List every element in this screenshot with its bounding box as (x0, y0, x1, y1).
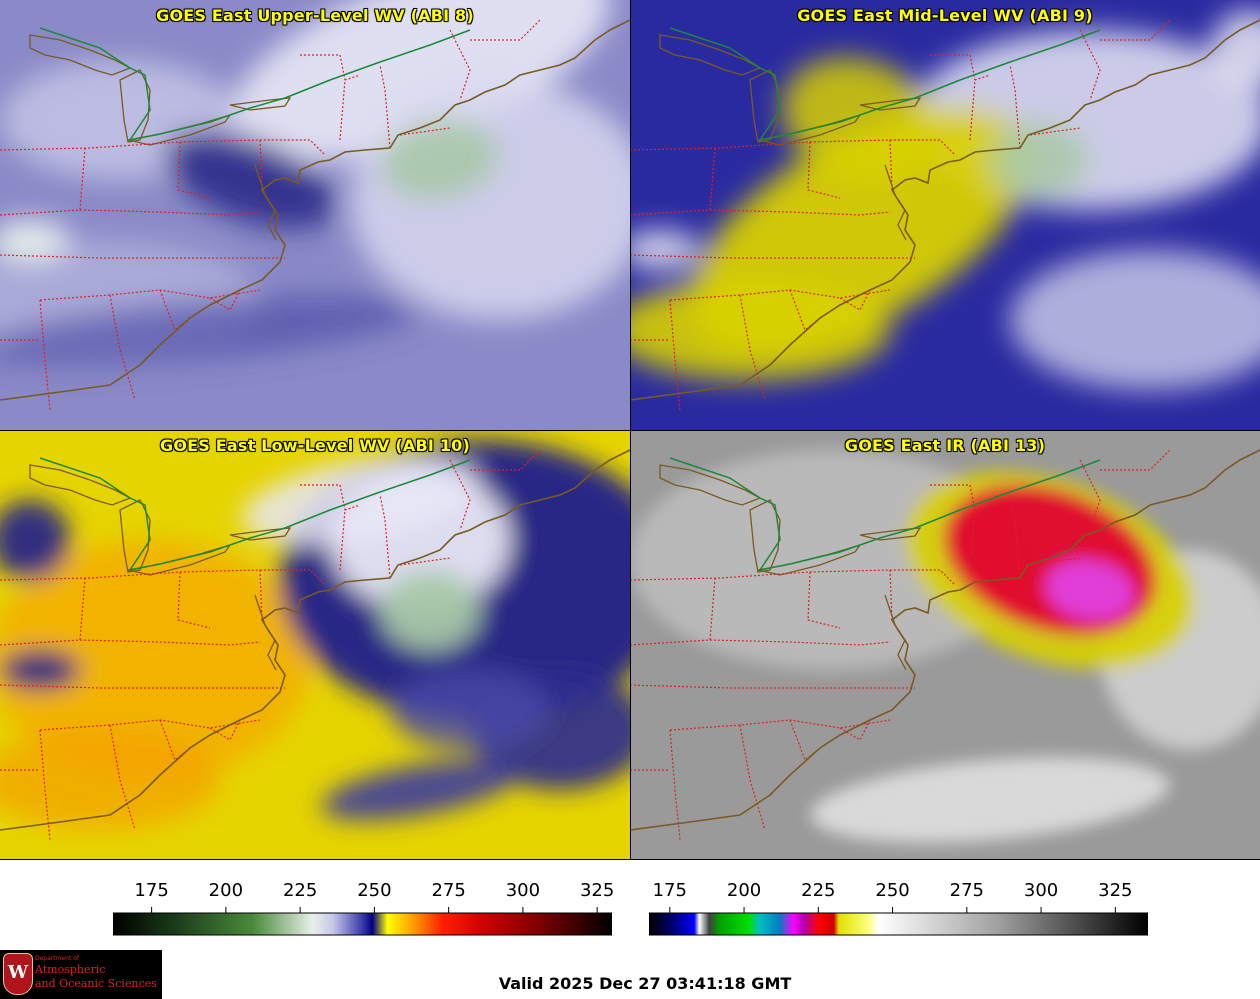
uw-seal-icon: W (3, 953, 33, 995)
ir-colorbar: 175 200 225 250 275 300 325 (649, 880, 1148, 936)
colorbar-tick-label: 275 (431, 880, 466, 901)
panel-title: GOES East Low-Level WV (ABI 10) (159, 436, 470, 455)
map-overlay (0, 19, 630, 411)
wv-colorbar: 175 200 225 250 275 300 325 (113, 880, 615, 936)
wv-colorbar-gradient (113, 907, 612, 936)
colorbar-tick-label: 275 (949, 880, 984, 901)
low-level-wv-imagery (0, 430, 630, 860)
colorbar-tick-label: 250 (357, 880, 392, 901)
cloud-field (0, 0, 630, 366)
colorbar-tick-label: 300 (1023, 880, 1059, 901)
logo-line2: and Oceanic Sciences (35, 977, 157, 990)
colorbar-tick-label: 300 (505, 880, 541, 901)
colorbar-tick-label: 325 (579, 880, 615, 901)
panel-mid-level-wv: GOES East Mid-Level WV (ABI 9) (630, 0, 1260, 430)
logo-dept: Department of (35, 955, 79, 962)
colorbar-tick-label: 225 (282, 880, 318, 901)
aos-logo: W Department of Atmospheric and Oceanic … (0, 950, 162, 999)
upper-level-wv-imagery (0, 0, 630, 430)
ir-imagery (630, 430, 1260, 860)
cloud-field (630, 450, 1260, 843)
map-overlay (0, 449, 630, 841)
colorbar-tick-label: 250 (875, 880, 910, 901)
map-overlay (630, 449, 1260, 841)
panel-upper-level-wv: GOES East Upper-Level WV (ABI 8) (0, 0, 630, 430)
valid-time: Valid 2025 Dec 27 03:41:18 GMT (498, 974, 792, 993)
panel-low-level-wv: GOES East Low-Level WV (ABI 10) (0, 430, 630, 860)
map-overlay (630, 19, 1260, 411)
panel-title: GOES East Upper-Level WV (ABI 8) (156, 6, 474, 25)
colorbar-tick-label: 175 (134, 880, 169, 901)
colorbar-bar (113, 912, 612, 936)
panel-grid-lines (0, 0, 1260, 860)
colorbar-tick-label: 200 (726, 880, 762, 901)
colorbar-tick-label: 325 (1098, 880, 1133, 901)
colorbar-tick-label: 200 (208, 880, 244, 901)
logo-line1: Atmospheric (35, 963, 106, 976)
panel-ir: GOES East IR (ABI 13) (630, 430, 1260, 860)
colorbar-tick-label: 175 (652, 880, 687, 901)
ir-colorbar-gradient (649, 907, 1148, 936)
colorbar-bar (649, 912, 1148, 936)
panel-title: GOES East IR (ABI 13) (844, 436, 1046, 455)
colorbar-tick-label: 225 (801, 880, 836, 901)
panel-title: GOES East Mid-Level WV (ABI 9) (797, 6, 1093, 25)
mid-level-wv-imagery (630, 0, 1260, 430)
